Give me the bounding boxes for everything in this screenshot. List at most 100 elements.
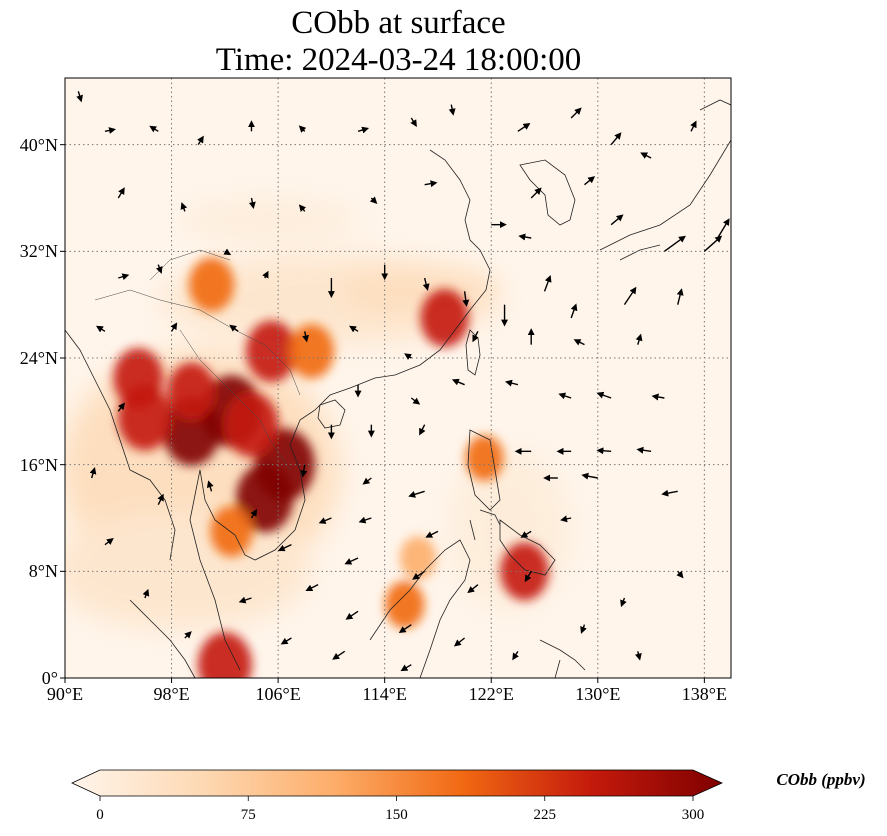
wind-arrow [280, 637, 292, 645]
colorbar-tick-label: 0 [96, 807, 104, 823]
lon-tick-label: 114°E [362, 684, 407, 704]
colorbar-label: CObb (ppbv) [776, 770, 866, 789]
wind-arrow [419, 424, 426, 436]
wind-arrow [412, 570, 426, 580]
myanmar-coastline [65, 329, 176, 561]
china-coastline [299, 219, 491, 421]
co-hotspot-15 [384, 580, 425, 629]
borneo-coastline [369, 539, 471, 678]
map-time-subtitle: Time: 2024-03-24 18:00:00 [215, 42, 582, 78]
wind-arrow [663, 235, 686, 252]
co-hotspot-16 [210, 505, 253, 557]
wind-arrow [398, 624, 412, 634]
axis-ticks [60, 144, 705, 683]
wind-arrow [349, 325, 359, 333]
co-hotspot-5 [224, 392, 279, 458]
wind-arrow [530, 187, 542, 199]
mindanao-coastline [499, 519, 556, 576]
co-hotspot-17 [399, 536, 437, 580]
wind-arrow [560, 515, 572, 523]
indochina-coastline [189, 419, 306, 671]
wind-arrow [344, 557, 359, 565]
lat-tick-label: 16°N [19, 454, 58, 475]
wind-arrow [570, 107, 582, 119]
lat-tick-label: 40°N [19, 134, 58, 155]
wind-arrow [95, 325, 106, 333]
wind-arrow [690, 120, 697, 132]
wind-arrow [104, 127, 117, 134]
wind-arrow [184, 631, 192, 639]
colorbar-tick-label: 75 [240, 807, 256, 823]
wind-arrow [620, 597, 627, 608]
co-hotspot-9 [288, 324, 335, 379]
wind-arrow [302, 331, 310, 343]
wind-arrow [524, 570, 532, 583]
colorbar-tick-label: 150 [385, 807, 408, 823]
wind-arrow [248, 197, 256, 210]
colorbar-tick-label: 300 [681, 807, 705, 823]
wind-arrow [467, 584, 479, 594]
wind-arrow [298, 125, 307, 133]
wind-arrow [408, 490, 425, 498]
colorbar-tick-label: 225 [533, 807, 557, 823]
co-concentration-field [65, 200, 570, 678]
coastline-layer [65, 99, 731, 678]
lat-tick-label: 8°N [28, 561, 58, 582]
wind-arrow [400, 664, 412, 672]
wind-arrow [462, 291, 470, 307]
hainan-coastline [317, 399, 346, 429]
wind-arrow [76, 91, 83, 103]
lon-tick-label: 106°E [255, 684, 301, 704]
bohai-coastline [429, 149, 471, 221]
wind-arrow [206, 480, 214, 492]
wind-arrow [404, 353, 412, 361]
wind-arrow [197, 135, 204, 146]
wind-arrow [580, 624, 587, 634]
wind-arrow [357, 126, 370, 134]
lon-tick-label: 138°E [681, 684, 727, 704]
wind-arrow [117, 187, 125, 199]
wind-arrow [453, 637, 466, 647]
wind-arrow [512, 650, 519, 661]
lon-tick-label: 130°E [575, 684, 621, 704]
wind-arrow [318, 517, 332, 524]
wind-arrow [610, 214, 624, 226]
wind-arrow [573, 339, 585, 346]
wind-arrow [157, 493, 164, 505]
wind-arrow [300, 464, 308, 478]
sulawesi-coastline [539, 639, 586, 678]
wind-arrow [89, 466, 97, 479]
wind-arrow [584, 176, 596, 186]
wind-arrow [636, 446, 652, 454]
wind-arrow [661, 489, 678, 497]
map-title: CObb at surface [291, 5, 506, 41]
wind-arrow [180, 202, 188, 212]
korea-coastline [519, 159, 576, 226]
wind-arrow [223, 248, 232, 256]
wind-arrow [596, 391, 612, 399]
wind-arrow [518, 233, 532, 241]
wind-arrow [703, 235, 723, 252]
lon-tick-label: 98°E [153, 684, 190, 704]
wind-arrow [277, 544, 292, 552]
wind-arrow [422, 277, 430, 291]
lat-tick-label: 0° [41, 668, 58, 688]
wind-arrow [543, 274, 552, 292]
wind-arrow [358, 516, 372, 524]
wind-arrow [149, 125, 159, 133]
colorbar-body [71, 769, 723, 797]
wind-arrow [410, 117, 417, 127]
wind-arrow [117, 402, 125, 412]
wind-arrow [676, 570, 684, 579]
wind-arrow [640, 152, 652, 159]
wind-arrow [635, 333, 643, 345]
lat-tick-label: 32°N [19, 241, 58, 262]
wind-arrow [238, 596, 252, 604]
luzon-coastline [467, 429, 501, 511]
map-frame [64, 77, 732, 679]
wind-arrow [262, 270, 269, 279]
co-hotspot-13 [465, 435, 504, 481]
wind-arrow [250, 509, 258, 519]
co-hotspot-11 [420, 289, 469, 347]
